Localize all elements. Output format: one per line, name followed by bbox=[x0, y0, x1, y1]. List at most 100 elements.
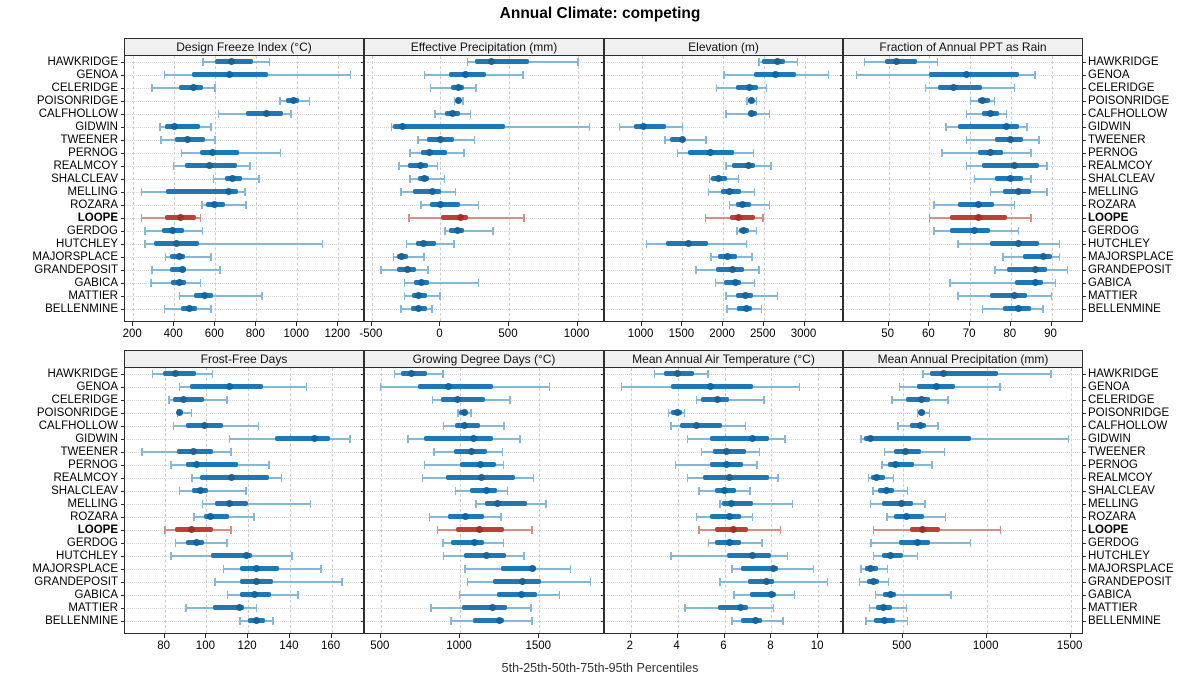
whisker-5th-95th bbox=[151, 268, 221, 271]
whisker-cap-95th bbox=[796, 57, 799, 66]
x-axis-tick-label: 1200 bbox=[324, 328, 351, 340]
whisker-cap-95th bbox=[436, 161, 439, 170]
x-gridline bbox=[215, 56, 217, 321]
y-axis-tick bbox=[840, 256, 843, 258]
y-axis-tick bbox=[121, 230, 124, 232]
x-axis-tick-label: 2500 bbox=[750, 328, 776, 340]
whisker-cap-95th bbox=[779, 525, 782, 534]
median-dot bbox=[482, 552, 490, 559]
y-axis-tick bbox=[601, 451, 604, 453]
whisker-cap-5th bbox=[924, 83, 927, 92]
median-dot bbox=[417, 279, 425, 286]
y-axis-tick bbox=[601, 139, 604, 141]
y-axis-tick bbox=[840, 555, 843, 557]
y-axis-tick bbox=[1083, 243, 1086, 245]
y-axis-tick bbox=[121, 165, 124, 167]
whisker-cap-5th bbox=[700, 447, 703, 456]
site-label-left-grandeposit: GRANDEPOSIT bbox=[34, 575, 118, 588]
y-axis-tick bbox=[1083, 399, 1086, 401]
whisker-cap-95th bbox=[531, 616, 533, 625]
median-dot bbox=[461, 71, 469, 78]
median-dot bbox=[751, 617, 759, 624]
site-label-right-mattier: MATTIER bbox=[1088, 601, 1138, 614]
x-axis-tick bbox=[508, 322, 509, 326]
site-label-left-loope: LOOPE bbox=[77, 523, 118, 536]
median-dot bbox=[236, 604, 244, 611]
site-gridline bbox=[846, 269, 1080, 271]
y-axis-tick bbox=[1083, 386, 1086, 388]
x-gridline bbox=[248, 368, 250, 633]
median-dot bbox=[208, 149, 216, 156]
y-axis-tick bbox=[840, 373, 843, 375]
whisker-cap-5th bbox=[731, 564, 733, 573]
whisker-cap-5th bbox=[746, 96, 748, 105]
whisker-cap-5th bbox=[185, 603, 187, 612]
whisker-cap-95th bbox=[1038, 135, 1040, 144]
iqr-bar-25th-75th bbox=[957, 124, 1019, 129]
whisker-cap-95th bbox=[506, 486, 509, 495]
site-gridline bbox=[367, 165, 601, 167]
whisker-cap-5th bbox=[989, 187, 992, 196]
whisker-cap-5th bbox=[400, 187, 402, 196]
whisker-cap-95th bbox=[770, 161, 772, 170]
median-dot bbox=[970, 227, 978, 234]
median-dot bbox=[986, 149, 994, 156]
site-label-left-gidwin: GIDWIN bbox=[75, 432, 118, 445]
y-axis-tick bbox=[121, 126, 124, 128]
median-dot bbox=[866, 565, 874, 572]
median-dot bbox=[175, 409, 183, 416]
median-dot bbox=[225, 500, 233, 507]
site-label-left-loope: LOOPE bbox=[77, 211, 118, 224]
x-gridline bbox=[723, 56, 725, 321]
y-axis-tick bbox=[1083, 217, 1086, 219]
x-gridline bbox=[133, 56, 135, 321]
whisker-cap-95th bbox=[509, 395, 511, 404]
y-axis-tick bbox=[601, 529, 604, 531]
y-axis-tick bbox=[601, 178, 604, 180]
site-label-right-realmcoy: REALMCOY bbox=[1088, 471, 1153, 484]
iqr-bar-25th-75th bbox=[670, 137, 686, 142]
site-gridline bbox=[846, 451, 1080, 453]
iqr-bar-25th-75th bbox=[710, 436, 769, 441]
site-gridline bbox=[367, 87, 601, 89]
whisker-cap-5th bbox=[965, 161, 967, 170]
x-gridline bbox=[297, 56, 299, 321]
whisker-cap-95th bbox=[442, 369, 444, 378]
whisker-cap-95th bbox=[214, 83, 216, 92]
iqr-bar-25th-75th bbox=[429, 202, 460, 207]
whisker-cap-5th bbox=[178, 291, 181, 300]
y-axis-tick bbox=[361, 542, 364, 544]
whisker-cap-95th bbox=[931, 460, 933, 469]
x-axis-tick-label: 160 bbox=[321, 640, 341, 652]
y-axis-tick bbox=[121, 477, 124, 479]
site-gridline bbox=[127, 399, 361, 401]
median-dot bbox=[454, 396, 462, 403]
median-dot bbox=[408, 370, 416, 377]
site-label-right-rozara: ROZARA bbox=[1088, 510, 1136, 523]
whisker-cap-95th bbox=[501, 447, 504, 456]
whisker-cap-5th bbox=[891, 395, 893, 404]
whisker-cap-95th bbox=[760, 304, 763, 313]
whisker-5th-95th bbox=[144, 242, 323, 245]
site-gridline bbox=[127, 87, 361, 89]
y-axis-tick bbox=[121, 438, 124, 440]
whisker-cap-5th bbox=[159, 122, 161, 131]
x-gridline bbox=[206, 368, 208, 633]
y-axis-tick bbox=[601, 516, 604, 518]
whisker-cap-5th bbox=[872, 486, 874, 495]
panel-header-elevation-m: Elevation (m) bbox=[604, 38, 843, 56]
median-dot bbox=[229, 175, 237, 182]
panel-effective-precipitation-mm bbox=[364, 56, 604, 322]
whisker-cap-95th bbox=[321, 239, 324, 248]
whisker-cap-5th bbox=[433, 447, 435, 456]
whisker-cap-95th bbox=[777, 473, 779, 482]
median-dot bbox=[460, 409, 468, 416]
whisker-cap-5th bbox=[436, 525, 439, 534]
whisker-cap-5th bbox=[645, 239, 648, 248]
whisker-cap-5th bbox=[865, 616, 867, 625]
whisker-cap-5th bbox=[723, 70, 725, 79]
x-axis-tick bbox=[247, 634, 249, 638]
site-label-right-genoa: GENOA bbox=[1088, 380, 1130, 393]
whisker-cap-95th bbox=[768, 200, 770, 209]
figure-title: Annual Climate: competing bbox=[499, 5, 701, 22]
